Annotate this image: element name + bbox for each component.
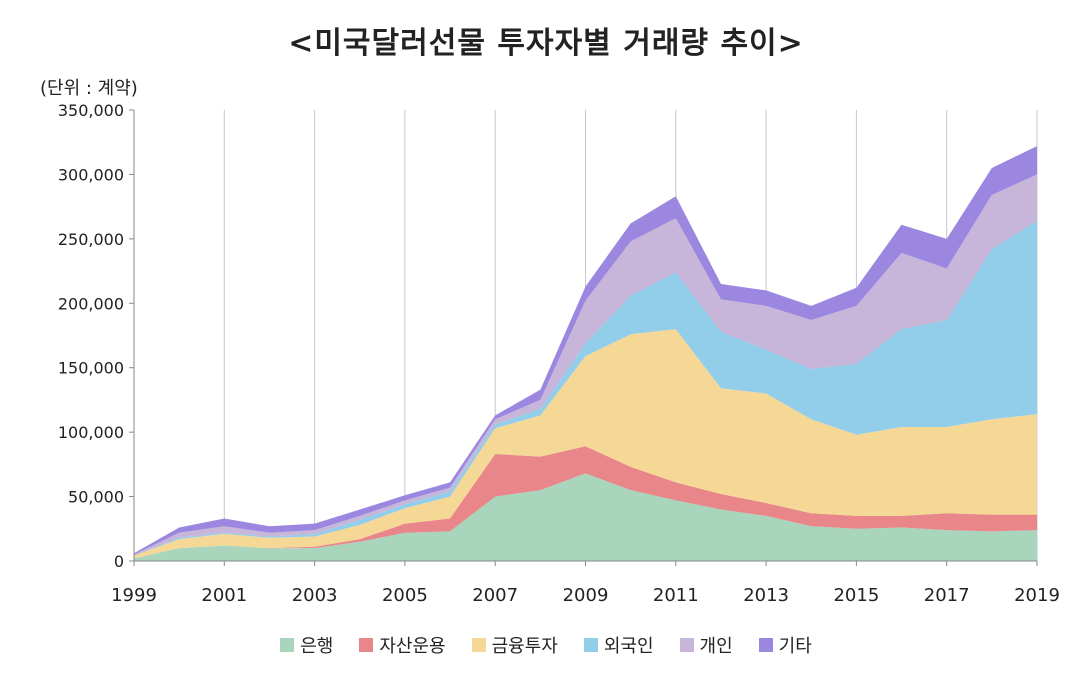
- x-tick-label: 2007: [472, 585, 518, 606]
- legend-item: 외국인: [583, 632, 654, 658]
- y-tick-label: 200,000: [58, 294, 124, 313]
- x-tick-label: 2017: [924, 585, 970, 606]
- axis-layer: 0 50,000 100,000 150,000 200,000 250,000 300,0…: [58, 101, 1060, 606]
- x-tick-label: 2013: [743, 585, 789, 606]
- y-tick-label: 0: [114, 552, 124, 571]
- legend-item: 개인: [679, 632, 733, 658]
- legend-swatch: [583, 638, 598, 652]
- legend-item: 기타: [758, 632, 812, 658]
- x-tick-label: 2001: [201, 585, 247, 606]
- y-tick-label: 150,000: [58, 359, 124, 378]
- x-tick-label: 2011: [653, 585, 699, 606]
- y-tick-label: 250,000: [58, 230, 124, 249]
- legend-label: 기타: [778, 636, 812, 657]
- legend: 은행 자산운용 금융투자 외국인 개인 기타: [0, 632, 1092, 658]
- chart-plot: 0 50,000 100,000 150,000 200,000 250,000 300,0…: [58, 101, 1060, 606]
- y-tick-label: 100,000: [58, 423, 124, 442]
- legend-swatch: [280, 638, 295, 652]
- x-tick-label: 2009: [563, 585, 609, 606]
- legend-label: 은행: [300, 636, 334, 657]
- unit-label: (단위 : 계약): [40, 78, 138, 99]
- legend-swatch: [471, 638, 486, 652]
- legend-label: 자산운용: [379, 636, 446, 657]
- legend-label: 개인: [699, 636, 733, 657]
- area-series-4: [134, 220, 1037, 556]
- x-tick-label: 1999: [111, 585, 157, 606]
- legend-item: 자산운용: [359, 632, 446, 658]
- x-tick-label: 2005: [382, 585, 428, 606]
- x-tick-label: 2003: [292, 585, 338, 606]
- legend-swatch: [679, 638, 694, 652]
- y-tick-label: 300,000: [58, 165, 124, 184]
- legend-label: 외국인: [603, 636, 654, 657]
- x-tick-label: 2019: [1014, 585, 1060, 606]
- legend-item: 금융투자: [471, 632, 558, 658]
- legend-label: 금융투자: [491, 636, 558, 657]
- legend-swatch: [359, 638, 374, 652]
- y-tick-label: 50,000: [68, 488, 124, 507]
- legend-item: 은행: [280, 632, 333, 658]
- chart-title: <미국달러선물 투자자별 거래량 추이>: [288, 26, 804, 61]
- area-series-2: [134, 446, 1037, 559]
- y-tick-label: 350,000: [58, 101, 124, 120]
- area-layer: [134, 146, 1037, 561]
- area-series-1: [134, 473, 1037, 561]
- area-series-3: [134, 329, 1037, 559]
- x-tick-label: 2015: [833, 585, 879, 606]
- legend-swatch: [758, 638, 773, 652]
